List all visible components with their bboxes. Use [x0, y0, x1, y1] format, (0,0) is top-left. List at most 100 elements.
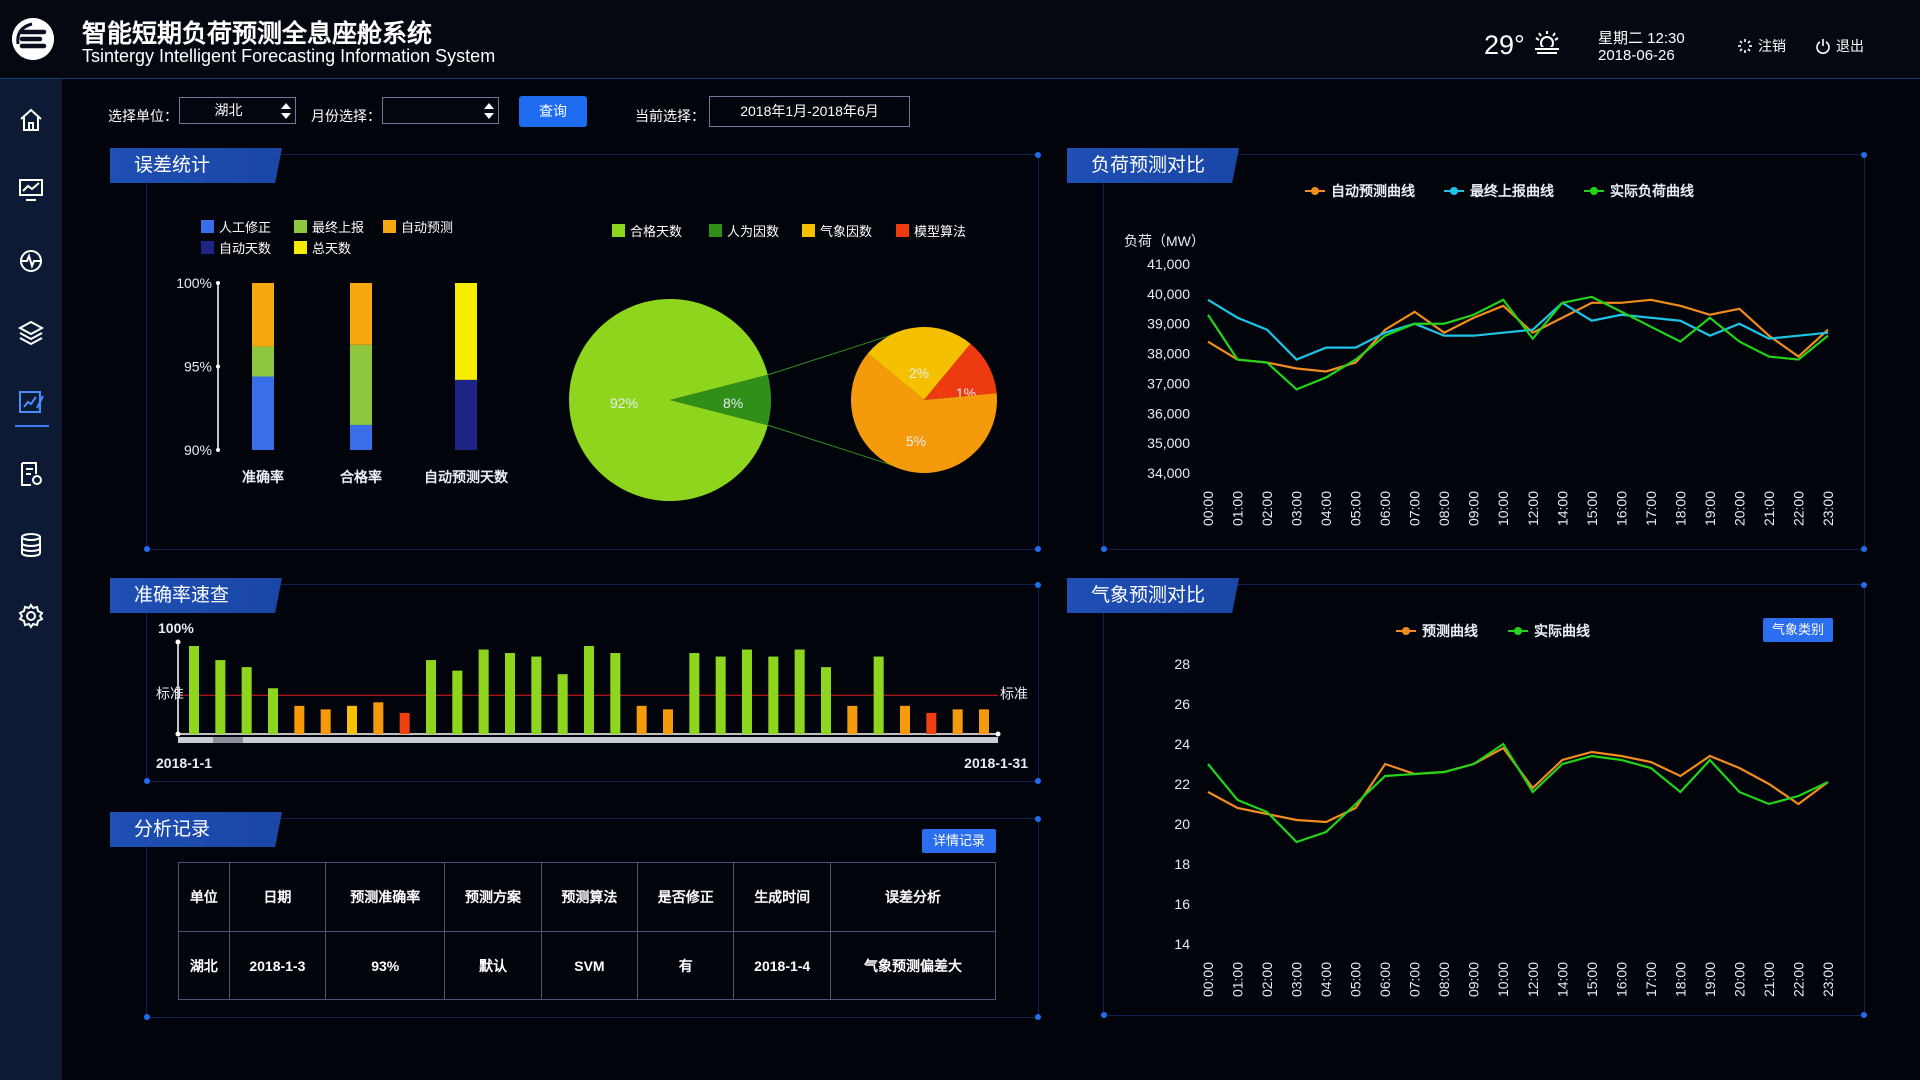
spin-up-icon[interactable] [281, 103, 291, 109]
sidebar-item-monitor[interactable] [0, 165, 62, 215]
legend-item[interactable]: 人为因数 [709, 221, 779, 240]
y-tick [216, 281, 220, 285]
bar-segment [252, 283, 274, 347]
y-axis-title: 负荷（MW） [1124, 233, 1205, 249]
x-tick-label: 05:00 [1348, 491, 1364, 526]
y-tick-label: 36,000 [1147, 405, 1190, 421]
accuracy-bar [584, 646, 594, 734]
table-cell: 93% [325, 931, 446, 1000]
y-tick-label: 16 [1174, 896, 1190, 912]
series-line [1207, 298, 1829, 373]
logout-button[interactable]: 注销 [1737, 36, 1786, 56]
month-select[interactable] [382, 97, 499, 124]
home-icon [20, 108, 42, 131]
logo [12, 18, 54, 60]
y-tick-label: 22 [1174, 776, 1190, 792]
x-tick-label: 23:00 [1820, 962, 1836, 997]
accuracy-bar [742, 649, 752, 734]
legend-item[interactable]: 气象因数 [802, 221, 872, 240]
x-tick-label: 15:00 [1584, 491, 1600, 526]
accuracy-bar [557, 674, 568, 734]
x-tick-label: 17:00 [1643, 491, 1659, 526]
unit-value: 湖北 [214, 102, 243, 118]
accuracy-bar [821, 667, 831, 734]
table-body: 湖北 2018-1-3 93% 默认 SVM 有 2018-1-4 气象预测偏差大 [178, 931, 997, 1000]
detail-records-button[interactable]: 详情记录 [922, 829, 996, 853]
sidebar-item-pulse[interactable] [0, 236, 62, 286]
legend-item[interactable]: 模型算法 [896, 221, 966, 240]
x-tick-label: 06:00 [1377, 491, 1393, 526]
spin-up-icon[interactable] [484, 103, 494, 109]
month-label: 月份选择： [311, 108, 381, 124]
legend-swatch [896, 224, 909, 237]
edit-chart-icon [19, 391, 44, 413]
table-row[interactable]: 湖北 2018-1-3 93% 默认 SVM 有 2018-1-4 气象预测偏差大 [178, 931, 997, 1000]
error-stats-title: 误差统计 [110, 148, 282, 183]
accuracy-bar [768, 656, 779, 734]
unit-select[interactable]: 湖北 [179, 97, 296, 124]
y-tick-label: 40,000 [1147, 286, 1190, 302]
legend-label: 人工修正 [219, 220, 272, 235]
x-tick-label: 03:00 [1289, 962, 1305, 997]
x-tick-label: 19:00 [1702, 962, 1718, 997]
legend-item[interactable]: 合格天数 [612, 221, 682, 240]
sidebar-item-home[interactable] [0, 95, 62, 145]
pulse-icon [20, 250, 42, 272]
sidebar-item-layers[interactable] [0, 307, 62, 357]
legend-marker [1514, 627, 1522, 635]
table-header-cell: 生成时间 [733, 862, 831, 932]
table-header-cell: 预测算法 [540, 862, 639, 932]
legend-item[interactable]: 自动预测 [383, 217, 453, 236]
legend-item[interactable]: 最终上报 [294, 217, 364, 236]
pie-slice-qualified [569, 299, 768, 501]
query-button[interactable]: 查询 [519, 96, 587, 127]
legend-swatch [294, 220, 307, 233]
table-cell: 2018-1-4 [733, 931, 831, 1000]
legend-item[interactable]: 人工修正 [201, 217, 271, 236]
spin-down-icon[interactable] [281, 113, 291, 119]
legend-marker [1590, 187, 1598, 195]
y-tick-label: 35,000 [1147, 435, 1190, 451]
sidebar-item-settings[interactable] [0, 591, 62, 641]
scrollbar-track [178, 737, 998, 743]
x-tick-label: 15:00 [1584, 962, 1600, 997]
threshold-label: 标准 [156, 685, 184, 701]
system-title: 智能短期负荷预测全息座舱系统 [82, 20, 433, 48]
table-header-cell: 预测准确率 [325, 862, 446, 932]
x-tick-label: 04:00 [1318, 491, 1334, 526]
x-tick-label: 02:00 [1259, 962, 1275, 997]
y-tick-label: 28 [1174, 656, 1190, 672]
sidebar-item-database[interactable] [0, 520, 62, 570]
legend-label: 合格天数 [630, 224, 683, 239]
scrollbar-thumb[interactable] [213, 737, 243, 743]
bar-segment [350, 344, 372, 425]
spin-down-icon[interactable] [484, 113, 494, 119]
weather-category-button[interactable]: 气象类别 [1763, 618, 1833, 642]
y-tick-label: 18 [1174, 856, 1190, 872]
legend-label: 自动预测 [401, 220, 454, 235]
table-cell: SVM [540, 931, 639, 1000]
system-subtitle: Tsintergy Intelligent Forecasting Inform… [82, 46, 496, 66]
x-end-label: 2018-1-31 [964, 755, 1028, 771]
x-tick-label: 12:00 [1525, 491, 1541, 526]
accuracy-bar [399, 712, 410, 734]
x-tick-label: 02:00 [1259, 491, 1275, 526]
monitor-chart-icon [19, 179, 43, 201]
exit-button[interactable]: 退出 [1815, 36, 1864, 56]
accuracy-bar [610, 653, 621, 734]
legend-marker [1450, 187, 1458, 195]
document-settings-icon [21, 462, 42, 486]
x-tick-label: 23:00 [1820, 491, 1836, 526]
sidebar-item-analysis[interactable] [0, 377, 62, 427]
x-axis-end [995, 731, 1001, 737]
table-cell: 湖北 [178, 931, 230, 1000]
legend-item[interactable]: 总天数 [294, 238, 351, 257]
x-tick-label: 08:00 [1436, 962, 1452, 997]
legend-item[interactable]: 自动天数 [201, 238, 271, 257]
database-icon [21, 533, 41, 557]
weather-line-chart: 28 26 24 22 20 18 16 14 00:00 01:00 02:00 03:00 04:0… [1174, 623, 1836, 997]
x-tick-label: 21:00 [1761, 962, 1777, 997]
load-line-chart: 负荷（MW） 41,000 40,000 39,000 38,000 37,000 36,0… [1124, 183, 1836, 526]
series-line [1207, 746, 1829, 824]
sidebar-item-doc-settings[interactable] [0, 449, 62, 499]
